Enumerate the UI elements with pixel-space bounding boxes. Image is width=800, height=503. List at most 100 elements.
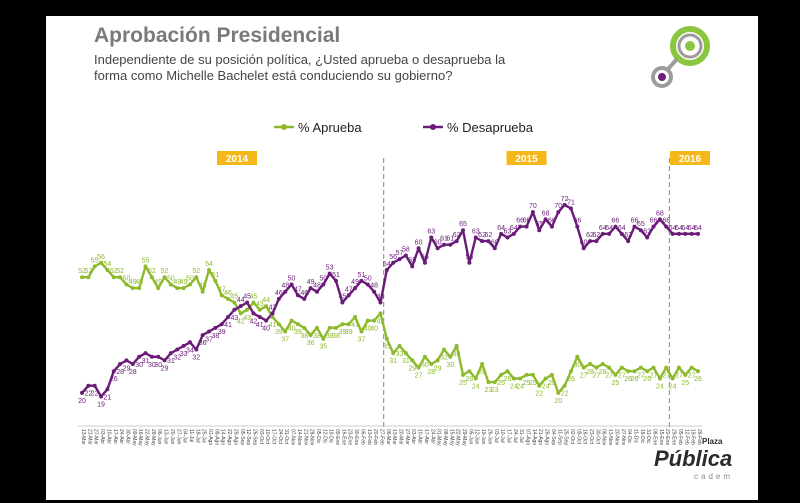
x-tick-label: 17-Abr bbox=[112, 429, 118, 444]
data-point-aprueba bbox=[245, 307, 250, 312]
data-label-desaprueba: 66 bbox=[573, 218, 581, 225]
data-label-desaprueba: 56 bbox=[465, 254, 473, 261]
x-tick-label: 10-Jul bbox=[499, 429, 505, 443]
x-tick-label: 25-Jul bbox=[201, 429, 207, 443]
data-point-desaprueba bbox=[670, 231, 675, 236]
x-tick-label: 14-Ago bbox=[220, 429, 226, 445]
data-point-desaprueba bbox=[391, 260, 396, 265]
data-point-aprueba bbox=[194, 275, 199, 280]
data-label-desaprueba: 51 bbox=[358, 272, 366, 279]
data-label-desaprueba: 55 bbox=[408, 257, 416, 264]
plaza-publica-logo-icon bbox=[651, 26, 710, 88]
x-tick-label: 22-May bbox=[144, 429, 150, 446]
data-point-desaprueba bbox=[607, 231, 612, 236]
data-label-aprueba: 49 bbox=[129, 279, 137, 286]
data-label-desaprueba: 41 bbox=[256, 322, 264, 329]
x-tick-label: 01-Ago bbox=[207, 429, 213, 445]
data-point-aprueba bbox=[365, 318, 370, 323]
data-point-desaprueba bbox=[378, 300, 383, 305]
data-label-aprueba: 39 bbox=[345, 329, 353, 336]
x-tick-label: 04-Sep bbox=[550, 429, 556, 445]
data-point-aprueba bbox=[613, 372, 618, 377]
x-tick-label: 12-Dic bbox=[321, 429, 327, 444]
data-label-aprueba: 52 bbox=[192, 268, 200, 275]
data-point-aprueba bbox=[346, 322, 351, 327]
data-point-aprueba bbox=[232, 300, 237, 305]
data-label-aprueba: 52 bbox=[110, 268, 118, 275]
data-label-desaprueba: 47 bbox=[294, 286, 302, 293]
x-tick-label: 08-Ago bbox=[213, 429, 219, 445]
data-point-aprueba bbox=[632, 369, 637, 374]
x-tick-label: 31-Dic bbox=[645, 429, 651, 444]
year-label: 2015 bbox=[515, 154, 538, 165]
data-label-aprueba: 54 bbox=[104, 261, 112, 268]
x-tick-label: 10-Abr bbox=[417, 429, 423, 444]
data-label-aprueba: 26 bbox=[504, 376, 512, 383]
data-label-aprueba: 28 bbox=[478, 369, 486, 376]
data-label-desaprueba: 62 bbox=[485, 232, 493, 239]
data-label-aprueba: 42 bbox=[237, 318, 245, 325]
data-label-aprueba: 24 bbox=[510, 383, 518, 390]
data-label-aprueba: 30 bbox=[446, 362, 454, 369]
data-label-desaprueba: 70 bbox=[554, 203, 562, 210]
x-tick-label: 30-Oct bbox=[594, 429, 600, 445]
data-label-aprueba: 35 bbox=[383, 344, 391, 351]
data-point-desaprueba bbox=[156, 354, 161, 359]
data-label-desaprueba: 48 bbox=[370, 283, 378, 290]
logo-purple-ring bbox=[651, 66, 673, 88]
data-point-aprueba bbox=[86, 275, 91, 280]
data-point-aprueba bbox=[486, 380, 491, 385]
x-tick-label: 16-Ene bbox=[340, 429, 346, 445]
brand-prefix: Plaza bbox=[702, 437, 723, 446]
data-point-aprueba bbox=[372, 318, 377, 323]
data-point-aprueba bbox=[289, 318, 294, 323]
data-point-desaprueba bbox=[486, 239, 491, 244]
data-point-desaprueba bbox=[187, 340, 192, 345]
x-tick-label: 15-Ene bbox=[658, 429, 664, 445]
x-tick-label: 26-Sep bbox=[251, 429, 257, 445]
data-label-desaprueba: 66 bbox=[650, 218, 658, 225]
data-label-desaprueba: 34 bbox=[186, 347, 194, 354]
data-point-desaprueba bbox=[518, 224, 523, 229]
data-point-desaprueba bbox=[575, 224, 580, 229]
data-label-aprueba: 37 bbox=[281, 336, 289, 343]
x-tick-label: 19-Dic bbox=[328, 429, 334, 444]
x-tick-label: 21-Ago bbox=[537, 429, 543, 445]
data-label-aprueba: 54 bbox=[205, 261, 213, 268]
data-point-aprueba bbox=[314, 325, 319, 330]
data-point-aprueba bbox=[156, 286, 161, 291]
logo-green-ring bbox=[670, 26, 710, 66]
data-point-aprueba bbox=[651, 365, 656, 370]
data-point-desaprueba bbox=[238, 304, 243, 309]
data-label-desaprueba: 32 bbox=[192, 355, 200, 362]
x-tick-label: 12-Sep bbox=[245, 429, 251, 445]
x-tick-label: 20-Nov bbox=[613, 429, 619, 446]
data-point-desaprueba bbox=[549, 224, 554, 229]
x-tick-label: 22-Ago bbox=[226, 429, 232, 445]
data-label-desaprueba: 42 bbox=[269, 304, 277, 311]
year-label: 2014 bbox=[226, 154, 249, 165]
data-point-desaprueba bbox=[207, 329, 212, 334]
data-point-desaprueba bbox=[118, 362, 123, 366]
data-point-aprueba bbox=[537, 383, 542, 388]
data-point-desaprueba bbox=[111, 369, 116, 374]
data-point-aprueba bbox=[251, 300, 256, 305]
data-point-desaprueba bbox=[651, 224, 656, 229]
data-label-aprueba: 24 bbox=[542, 383, 550, 390]
data-point-desaprueba bbox=[676, 231, 681, 236]
data-point-aprueba bbox=[645, 369, 650, 374]
data-point-desaprueba bbox=[162, 358, 167, 363]
data-label-desaprueba: 37 bbox=[205, 336, 213, 343]
data-label-desaprueba: 58 bbox=[402, 247, 410, 254]
year-label: 2016 bbox=[679, 154, 702, 165]
data-label-aprueba: 25 bbox=[529, 380, 537, 387]
x-tick-label: 29-Ago bbox=[232, 429, 238, 445]
data-label-desaprueba: 42 bbox=[250, 318, 258, 325]
x-tick-label: 20-Jun bbox=[169, 429, 175, 445]
data-point-aprueba bbox=[219, 293, 224, 298]
data-point-aprueba bbox=[416, 365, 421, 370]
data-point-desaprueba bbox=[137, 354, 142, 359]
data-label-aprueba: 32 bbox=[440, 355, 448, 362]
data-label-desaprueba: 54 bbox=[383, 261, 391, 268]
x-tick-label: 20-Feb bbox=[372, 429, 378, 445]
